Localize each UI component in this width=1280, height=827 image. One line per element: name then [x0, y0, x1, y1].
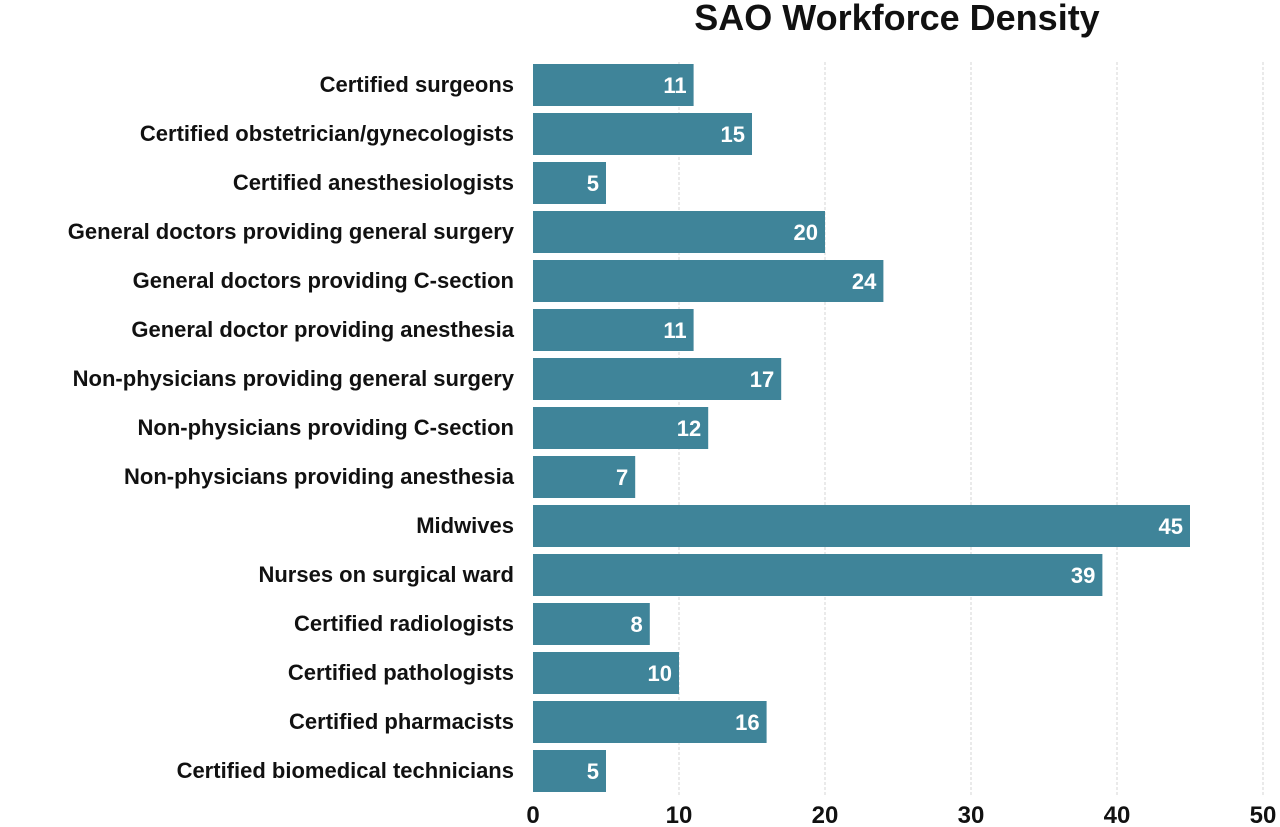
category-label: Certified radiologists	[294, 611, 514, 636]
x-tick-label: 20	[812, 802, 839, 827]
category-label: Non-physicians providing anesthesia	[124, 464, 515, 489]
category-label: Nurses on surgical ward	[258, 562, 514, 587]
category-label: Non-physicians providing general surgery	[73, 366, 515, 391]
category-label: Certified pharmacists	[289, 709, 514, 734]
category-label: General doctors providing general surger…	[68, 219, 515, 244]
data-label: 5	[587, 759, 599, 784]
bar	[533, 554, 1103, 596]
category-label: Certified obstetrician/gynecologists	[140, 121, 514, 146]
bar	[533, 505, 1190, 547]
bar	[533, 358, 782, 400]
category-label: General doctor providing anesthesia	[131, 317, 514, 342]
data-label: 24	[852, 269, 877, 294]
bar	[533, 456, 636, 498]
bars	[533, 64, 1190, 792]
data-labels: 11 15 5 20 24 11 17 12 7 45 39 810 16 5	[587, 73, 1183, 784]
x-tick-label: 40	[1104, 802, 1131, 827]
data-label: 11	[663, 73, 686, 98]
x-tick-label: 50	[1250, 802, 1277, 827]
category-label: Midwives	[416, 513, 514, 538]
data-label: 10	[648, 661, 672, 686]
x-tick-label: 30	[958, 802, 985, 827]
data-label: 17	[750, 367, 774, 392]
data-label: 8	[631, 612, 643, 637]
data-label: 7	[616, 465, 628, 490]
bar	[533, 309, 694, 351]
x-tick-label: 0	[526, 802, 539, 827]
bar	[533, 701, 767, 743]
bar	[533, 113, 752, 155]
category-label: General doctors providing C-section	[133, 268, 514, 293]
bar	[533, 652, 679, 694]
data-label: 15	[721, 122, 745, 147]
data-label: 45	[1159, 514, 1183, 539]
bar	[533, 211, 825, 253]
bar	[533, 162, 606, 204]
gridlines	[678, 62, 1264, 795]
bar	[533, 603, 650, 645]
category-labels: Certified surgeons Certified obstetrician…	[68, 72, 515, 783]
category-label: Certified surgeons	[320, 72, 514, 97]
data-label: 39	[1071, 563, 1095, 588]
data-label: 16	[735, 710, 759, 735]
bar	[533, 260, 884, 302]
category-label: Certified anesthesiologists	[233, 170, 514, 195]
chart-title: SAO Workforce Density	[694, 0, 1099, 38]
data-label: 5	[587, 171, 599, 196]
category-label: Non-physicians providing C-section	[138, 415, 514, 440]
bar	[533, 750, 606, 792]
category-label: Certified pathologists	[288, 660, 514, 685]
x-tick-label: 10	[666, 802, 693, 827]
bar	[533, 407, 709, 449]
bar	[533, 64, 694, 106]
category-label: Certified biomedical technicians	[177, 758, 514, 783]
data-label: 11	[663, 318, 686, 343]
data-label: 20	[794, 220, 818, 245]
data-label: 12	[677, 416, 701, 441]
x-axis-ticks: 0 10 20 30 40 50	[526, 802, 1276, 827]
